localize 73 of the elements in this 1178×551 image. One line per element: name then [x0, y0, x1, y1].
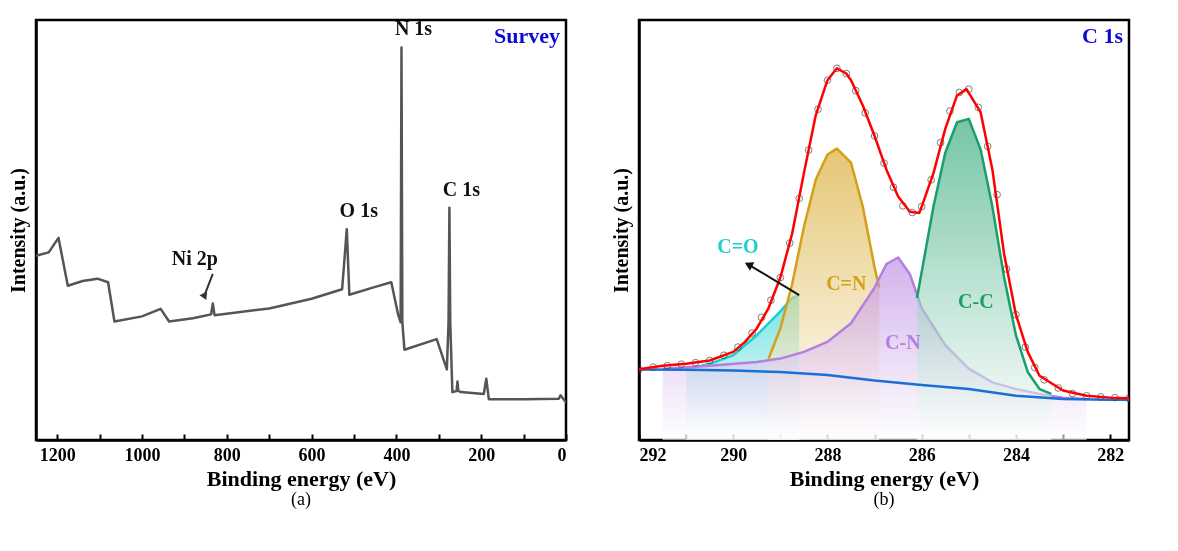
x-axis-title: Binding energy (eV) — [789, 465, 980, 491]
point — [1054, 384, 1063, 392]
point — [785, 239, 794, 247]
point — [691, 358, 700, 367]
chart-title: Survey — [494, 23, 560, 48]
point — [880, 159, 888, 167]
y-axis-title: Intensity (a.u.) — [6, 167, 30, 294]
text: C=O — [717, 234, 759, 257]
point — [870, 132, 879, 140]
series-label: C=N — [826, 271, 867, 294]
chart-title: C 1s — [1082, 23, 1124, 48]
x-tick-label: 0 — [557, 444, 567, 465]
series-label: C-C — [958, 290, 994, 313]
point — [649, 363, 657, 371]
point — [705, 356, 714, 365]
x-tick-label: 800 — [213, 444, 241, 465]
point — [776, 273, 785, 282]
x-axis-title: Binding energy (eV) — [206, 465, 397, 491]
x-tick-label: 600 — [298, 444, 326, 465]
series-label: C-N — [885, 331, 922, 354]
point — [677, 360, 686, 369]
x-tick-label: 288 — [814, 444, 842, 465]
point — [804, 146, 813, 154]
point — [1082, 391, 1091, 400]
point — [889, 183, 898, 192]
point — [946, 107, 954, 115]
point — [993, 190, 1001, 199]
point — [795, 194, 804, 203]
point — [1096, 393, 1105, 401]
point — [1068, 389, 1077, 398]
text: (b) — [873, 489, 895, 510]
point — [1111, 393, 1119, 402]
point — [974, 103, 983, 112]
point — [917, 202, 926, 211]
point — [823, 76, 832, 85]
point — [767, 296, 775, 305]
point — [1012, 310, 1020, 319]
point — [663, 361, 672, 370]
annotation: Ni 2p — [171, 247, 218, 271]
annotation: C 1s — [442, 177, 481, 200]
point — [734, 343, 742, 351]
point — [833, 64, 841, 73]
point — [719, 351, 728, 360]
point — [1030, 363, 1039, 372]
x-tick-label: 200 — [468, 444, 496, 465]
point — [861, 109, 870, 117]
annotation: O 1s — [339, 199, 379, 222]
point — [842, 69, 851, 78]
point — [1040, 375, 1049, 384]
x-tick-label: 282 — [1097, 444, 1125, 465]
x-tick-label: 286 — [908, 444, 936, 465]
point — [748, 329, 756, 337]
point — [898, 201, 907, 210]
text: (a) — [291, 489, 311, 510]
annotation: N 1s — [394, 17, 433, 40]
x-tick-label: 1000 — [124, 444, 161, 465]
point — [936, 138, 945, 147]
point — [927, 175, 935, 184]
x-tick-label: 1200 — [39, 444, 76, 465]
point — [814, 105, 822, 114]
y-axis-title: Intensity (a.u.) — [609, 167, 633, 294]
point — [757, 313, 766, 322]
x-tick-label: 284 — [1002, 444, 1030, 465]
x-tick-label: 292 — [639, 444, 667, 465]
point — [908, 208, 917, 217]
point — [955, 88, 964, 97]
x-tick-label: 290 — [720, 444, 748, 465]
point — [964, 85, 973, 93]
x-tick-label: 400 — [383, 444, 411, 465]
point — [1021, 343, 1030, 351]
point — [983, 142, 992, 151]
point — [1002, 265, 1011, 273]
point — [851, 86, 860, 95]
